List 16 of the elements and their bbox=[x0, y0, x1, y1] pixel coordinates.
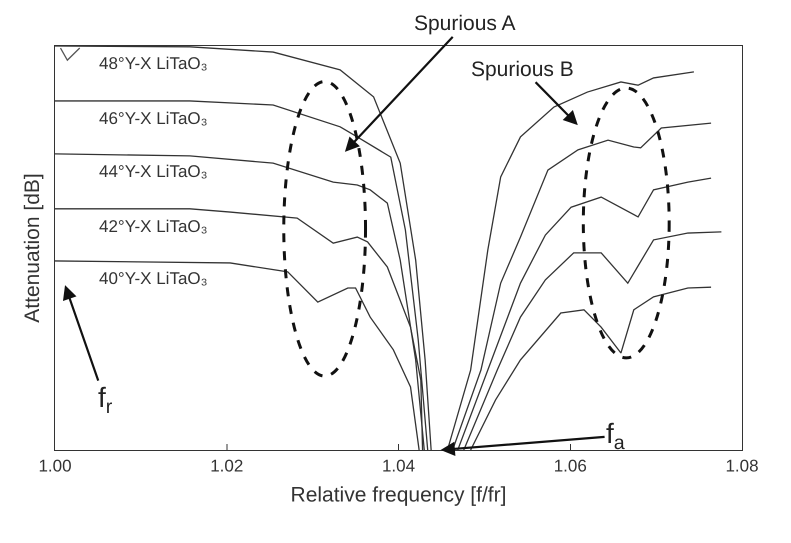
x-tick-label: 1.08 bbox=[725, 456, 759, 476]
series-label: 48°Y-X LiTaO₃ bbox=[99, 54, 208, 73]
x-tick-label: 1.00 bbox=[38, 456, 72, 476]
series-label: 46°Y-X LiTaO₃ bbox=[99, 109, 208, 128]
text: Spurious A bbox=[414, 12, 516, 35]
series-label: 42°Y-X LiTaO₃ bbox=[99, 217, 208, 236]
y-axis-title: Attenuation [dB] bbox=[21, 173, 44, 323]
series-label: 44°Y-X LiTaO₃ bbox=[99, 162, 208, 181]
annotation: Spurious B bbox=[471, 58, 574, 81]
series-label: 40°Y-X LiTaO₃ bbox=[99, 269, 208, 288]
x-tick-label: 1.04 bbox=[382, 456, 416, 476]
x-axis-title: Relative frequency [f/fr] bbox=[290, 484, 506, 507]
x-tick-label: 1.06 bbox=[554, 456, 587, 476]
x-tick-label: 1.02 bbox=[210, 456, 244, 476]
annotation: f$_{r}$ bbox=[98, 382, 113, 418]
annotation: f$_{a}$ bbox=[606, 418, 625, 454]
